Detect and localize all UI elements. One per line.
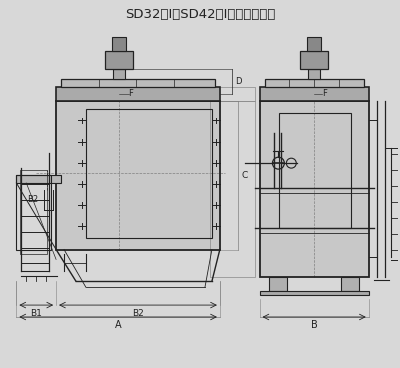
Bar xyxy=(260,87,369,100)
Text: B1: B1 xyxy=(30,308,42,318)
Bar xyxy=(308,69,320,79)
Text: F: F xyxy=(322,89,327,98)
Bar xyxy=(56,87,220,100)
Bar xyxy=(300,51,328,69)
Bar xyxy=(112,37,126,51)
Text: B: B xyxy=(311,320,318,330)
Text: B2: B2 xyxy=(132,308,144,318)
Bar xyxy=(260,291,369,295)
Bar xyxy=(20,170,47,254)
Text: F: F xyxy=(128,89,134,98)
Text: SD32－Ⅰ、SD42－Ⅰ收尘器结构图: SD32－Ⅰ、SD42－Ⅰ收尘器结构图 xyxy=(125,8,275,21)
Bar xyxy=(307,37,321,51)
Bar xyxy=(264,79,364,87)
Bar xyxy=(61,79,215,87)
Text: A: A xyxy=(115,320,122,330)
Bar xyxy=(56,100,220,250)
Bar xyxy=(279,113,351,228)
Bar xyxy=(16,175,61,183)
Bar xyxy=(210,100,254,277)
Bar xyxy=(16,175,51,250)
Bar xyxy=(260,100,369,277)
Bar xyxy=(341,277,359,291)
Bar xyxy=(270,277,287,291)
Bar xyxy=(260,100,369,277)
Bar xyxy=(86,109,212,238)
Bar xyxy=(105,51,132,69)
Bar xyxy=(56,100,220,250)
Bar xyxy=(113,69,124,79)
Text: D: D xyxy=(235,77,241,86)
Text: B2: B2 xyxy=(27,195,38,204)
Text: C: C xyxy=(242,170,248,180)
Bar xyxy=(210,87,254,100)
